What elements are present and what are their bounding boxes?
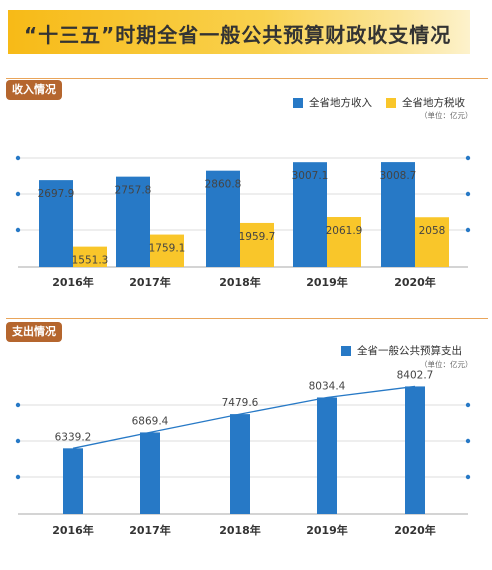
income-top-divider bbox=[6, 78, 488, 79]
income-data-label: 2058 bbox=[419, 225, 446, 237]
income-chart: 2697.9 2757.8 2860.8 3007.1 3008.7 1551.3 1759… bbox=[15, 155, 471, 289]
legend-swatch-expense bbox=[341, 345, 351, 356]
income-bar-revenue bbox=[116, 176, 150, 267]
income-grid-dot-right bbox=[465, 155, 471, 161]
income-grid-dot-left bbox=[15, 191, 21, 197]
income-bar-tax bbox=[327, 217, 361, 267]
legend-swatch-tax bbox=[386, 97, 396, 108]
expense-data-label: 6869.4 bbox=[132, 415, 169, 427]
expense-unit-label: （单位：亿元） bbox=[420, 360, 473, 369]
income-bar-tax bbox=[415, 217, 449, 267]
expense-x-tick-label: 2017年 bbox=[129, 523, 171, 537]
income-x-tick-label: 2016年 bbox=[52, 275, 94, 289]
income-data-label: 1959.7 bbox=[239, 231, 276, 243]
income-data-label: 1759.1 bbox=[149, 243, 186, 255]
income-grid-dot-right bbox=[465, 227, 471, 233]
expense-grid-dot-left bbox=[15, 402, 21, 408]
income-data-label: 2860.8 bbox=[205, 179, 242, 191]
income-data-label: 3007.1 bbox=[292, 170, 329, 182]
expense-x-tick-label: 2019年 bbox=[306, 523, 348, 537]
income-data-label: 3008.7 bbox=[380, 170, 417, 182]
expense-top-divider bbox=[6, 318, 488, 319]
income-data-label: 2697.9 bbox=[38, 188, 75, 200]
legend-label-tax: 全省地方税收 bbox=[402, 97, 465, 109]
expense-data-label: 7479.6 bbox=[222, 397, 259, 409]
expense-grid-dot-left bbox=[15, 438, 21, 444]
expense-bar bbox=[317, 397, 337, 514]
expense-grid-dot-right bbox=[465, 402, 471, 408]
income-x-tick-label: 2020年 bbox=[394, 275, 436, 289]
expense-data-label: 8402.7 bbox=[397, 369, 434, 381]
income-x-tick-label: 2017年 bbox=[129, 275, 171, 289]
income-bar-revenue bbox=[381, 162, 415, 267]
income-bar-tax bbox=[240, 222, 274, 267]
income-x-tick-label: 2018年 bbox=[219, 275, 261, 289]
expense-grid-dot-right bbox=[465, 474, 471, 480]
expense-grid-dot-left bbox=[15, 474, 21, 480]
income-data-label: 2061.9 bbox=[326, 225, 363, 237]
income-grid-dot-left bbox=[15, 155, 21, 161]
legend-label-expense: 全省一般公共预算支出 bbox=[357, 345, 462, 357]
expense-badge: 支出情况 bbox=[6, 322, 62, 342]
income-x-tick-label: 2019年 bbox=[306, 275, 348, 289]
income-bar-revenue bbox=[293, 162, 327, 267]
page-title: “十三五”时期全省一般公共预算财政收支情况 bbox=[24, 23, 452, 47]
legend-label-income: 全省地方收入 bbox=[309, 97, 372, 109]
legend-swatch-income bbox=[293, 97, 303, 108]
expense-x-tick-label: 2018年 bbox=[219, 523, 261, 537]
income-data-label: 1551.3 bbox=[72, 255, 109, 267]
income-data-label: 2757.8 bbox=[115, 185, 152, 197]
income-legend: 全省地方收入 全省地方税收 bbox=[293, 95, 465, 110]
expense-x-tick-label: 2016年 bbox=[52, 523, 94, 537]
income-grid-dot-right bbox=[465, 191, 471, 197]
income-bar-revenue bbox=[206, 170, 240, 267]
expense-grid-dot-right bbox=[465, 438, 471, 444]
expense-x-tick-label: 2020年 bbox=[394, 523, 436, 537]
expense-bar bbox=[405, 386, 425, 514]
income-unit-label: （单位：亿元） bbox=[420, 111, 473, 120]
expense-bar bbox=[140, 432, 160, 514]
expense-chart: 6339.2 6869.4 7479.6 8034.4 8402.7 2016年 2017年… bbox=[15, 369, 471, 537]
expense-bar bbox=[230, 414, 250, 514]
expense-bar bbox=[63, 448, 83, 514]
income-bar-revenue bbox=[39, 180, 73, 267]
income-badge: 收入情况 bbox=[6, 80, 62, 100]
expense-data-label: 6339.2 bbox=[55, 431, 92, 443]
title-banner: “十三五”时期全省一般公共预算财政收支情况 bbox=[8, 10, 470, 54]
income-bar-tax bbox=[73, 246, 107, 267]
income-grid-dot-left bbox=[15, 227, 21, 233]
income-bar-tax bbox=[150, 234, 184, 267]
expense-trend-line bbox=[72, 385, 416, 449]
expense-legend: 全省一般公共预算支出 bbox=[341, 343, 462, 358]
expense-data-label: 8034.4 bbox=[309, 380, 346, 392]
